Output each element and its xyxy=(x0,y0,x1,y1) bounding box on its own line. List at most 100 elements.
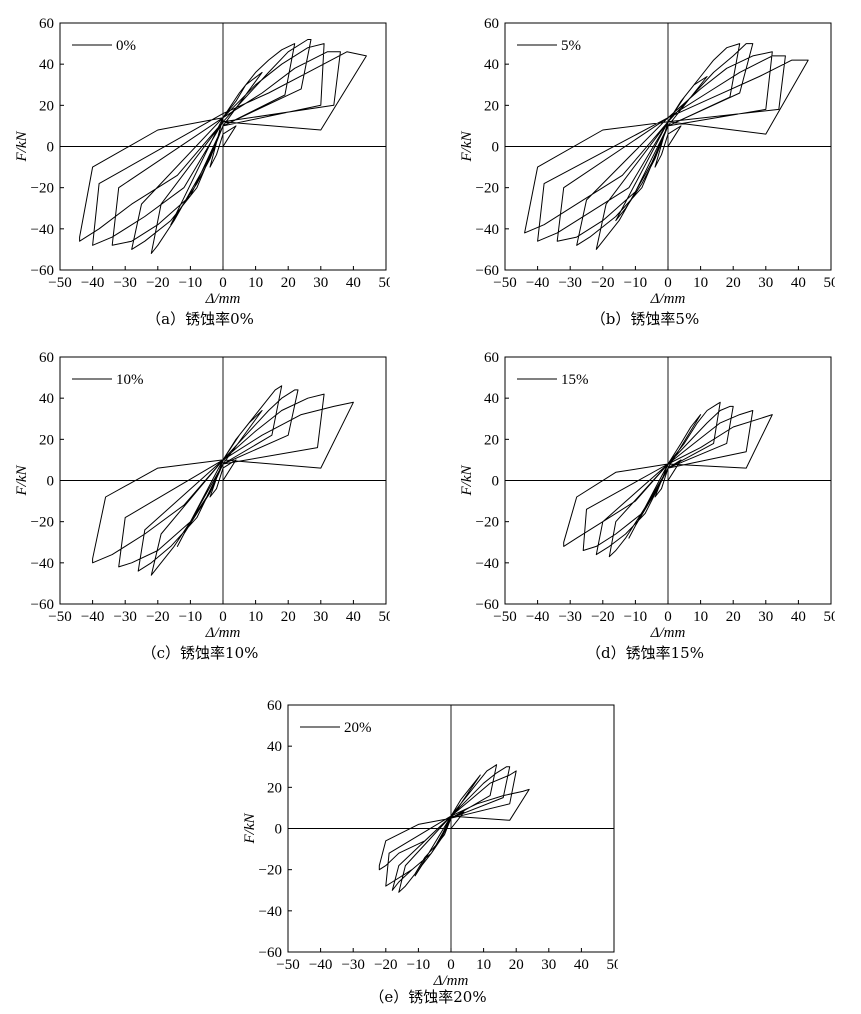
legend-label: 0% xyxy=(116,38,136,54)
x-tick-label: 30 xyxy=(313,275,328,291)
chart-panel-c: −50 −40 −30 −20 −10 0 10 20 30 40 50 60 40 20 0 −20 −40 −… xyxy=(10,342,390,662)
chart-caption-e: （e）锈蚀率20% xyxy=(369,988,487,1006)
chart-panel-d: −50 −40 −30 −20 −10 0 10 20 30 40 50 60 40 20 0 −20 −40 −… xyxy=(455,342,835,662)
y-tick-label: −20 xyxy=(259,863,282,879)
x-tick-label: −50 xyxy=(493,609,516,625)
x-tick-label: 50 xyxy=(379,275,391,291)
x-tick-label: 30 xyxy=(758,609,773,625)
chart-caption-a: （a）锈蚀率0% xyxy=(146,310,254,328)
x-tick-label: 0 xyxy=(219,275,227,291)
y-axis-label: F/kN xyxy=(459,131,475,163)
chart-svg-c: −50 −40 −30 −20 −10 0 10 20 30 40 50 60 40 20 0 −20 −40 −… xyxy=(14,350,391,637)
y-tick-label: 60 xyxy=(267,698,282,714)
x-tick-label: 50 xyxy=(379,609,391,625)
x-tick-label: −20 xyxy=(374,957,397,973)
y-tick-label: −20 xyxy=(31,515,54,531)
x-tick-label: −50 xyxy=(276,957,299,973)
hysteresis-curve xyxy=(524,43,809,250)
y-tick-label: 40 xyxy=(484,57,499,73)
x-tick-label: 40 xyxy=(346,609,361,625)
x-tick-label: 40 xyxy=(791,275,806,291)
chart-svg-d: −50 −40 −30 −20 −10 0 10 20 30 40 50 60 40 20 0 −20 −40 −… xyxy=(459,350,835,637)
x-tick-label: −50 xyxy=(493,275,516,291)
x-tick-label: 10 xyxy=(693,609,708,625)
y-tick-label: −40 xyxy=(31,222,54,238)
y-tick-label: −60 xyxy=(31,263,54,279)
x-tick-label: 10 xyxy=(248,609,263,625)
x-axis-label: Δ/mm xyxy=(433,973,469,985)
y-tick-label: 20 xyxy=(267,780,282,796)
chart-caption-c: （c）锈蚀率10% xyxy=(141,644,259,662)
x-tick-label: 20 xyxy=(726,609,741,625)
chart-panel-e: −50 −40 −30 −20 −10 0 10 20 30 40 50 60 40 20 0 −20 −40 −… xyxy=(238,690,618,1010)
x-tick-label: −50 xyxy=(48,609,71,625)
hysteresis-curve xyxy=(92,385,354,576)
x-tick-label: −40 xyxy=(81,609,104,625)
chart-panel-b: −50 −40 −30 −20 −10 0 10 20 30 40 50 60 40 20 0 −20 −40 −… xyxy=(455,8,835,328)
legend-label: 10% xyxy=(116,372,144,388)
y-tick-label: 40 xyxy=(267,739,282,755)
x-axis-label: Δ/mm xyxy=(205,625,241,637)
y-axis-label: F/kN xyxy=(14,465,30,497)
x-tick-label: 40 xyxy=(574,957,589,973)
y-tick-label: 0 xyxy=(492,140,500,156)
x-tick-label: 50 xyxy=(607,957,619,973)
chart-caption-b: （b）锈蚀率5% xyxy=(590,310,700,328)
x-tick-label: 0 xyxy=(219,609,227,625)
x-tick-label: −50 xyxy=(48,275,71,291)
y-tick-label: 20 xyxy=(39,432,54,448)
y-tick-label: 0 xyxy=(275,822,283,838)
y-tick-label: 0 xyxy=(47,474,55,490)
x-tick-label: −10 xyxy=(179,609,202,625)
x-tick-label: 40 xyxy=(346,275,361,291)
y-tick-label: −60 xyxy=(476,263,499,279)
y-tick-label: 40 xyxy=(484,391,499,407)
x-tick-label: 30 xyxy=(313,609,328,625)
y-tick-label: 60 xyxy=(484,350,499,366)
y-tick-label: −60 xyxy=(31,597,54,613)
y-tick-label: −20 xyxy=(476,515,499,531)
x-tick-label: −20 xyxy=(591,609,614,625)
x-tick-label: −10 xyxy=(624,275,647,291)
y-tick-label: 0 xyxy=(47,140,55,156)
x-tick-label: −30 xyxy=(558,275,581,291)
x-tick-label: −40 xyxy=(526,609,549,625)
x-tick-label: 50 xyxy=(824,275,836,291)
hysteresis-curve xyxy=(79,39,367,254)
x-tick-label: 40 xyxy=(791,609,806,625)
x-tick-label: −30 xyxy=(341,957,364,973)
x-tick-label: 10 xyxy=(693,275,708,291)
x-tick-label: 20 xyxy=(726,275,741,291)
y-tick-label: 60 xyxy=(484,16,499,32)
x-tick-label: 30 xyxy=(541,957,556,973)
x-tick-label: 10 xyxy=(248,275,263,291)
x-tick-label: −10 xyxy=(407,957,430,973)
y-tick-label: −40 xyxy=(476,556,499,572)
x-tick-label: 20 xyxy=(281,275,296,291)
x-tick-label: 10 xyxy=(476,957,491,973)
chart-svg-e: −50 −40 −30 −20 −10 0 10 20 30 40 50 60 40 20 0 −20 −40 −… xyxy=(242,698,619,985)
x-tick-label: −30 xyxy=(558,609,581,625)
y-tick-label: −40 xyxy=(476,222,499,238)
y-axis-label: F/kN xyxy=(242,813,258,845)
y-tick-label: −20 xyxy=(31,181,54,197)
y-tick-label: 60 xyxy=(39,16,54,32)
legend-label: 20% xyxy=(344,720,372,736)
hysteresis-curve xyxy=(563,401,773,558)
x-tick-label: −40 xyxy=(526,275,549,291)
chart-svg-b: −50 −40 −30 −20 −10 0 10 20 30 40 50 60 40 20 0 −20 −40 −… xyxy=(459,16,836,303)
y-tick-label: 20 xyxy=(39,98,54,114)
y-tick-label: −60 xyxy=(259,945,282,961)
x-tick-label: 0 xyxy=(664,275,672,291)
y-tick-label: −20 xyxy=(476,181,499,197)
x-axis-label: Δ/mm xyxy=(205,291,241,303)
y-tick-label: 40 xyxy=(39,391,54,407)
x-tick-label: −20 xyxy=(146,609,169,625)
y-tick-label: 0 xyxy=(492,474,500,490)
legend-label: 15% xyxy=(561,372,589,388)
hysteresis-curve xyxy=(378,764,530,893)
y-axis-label: F/kN xyxy=(14,131,30,163)
x-tick-label: 30 xyxy=(758,275,773,291)
legend-label: 5% xyxy=(561,38,581,54)
y-tick-label: 60 xyxy=(39,350,54,366)
